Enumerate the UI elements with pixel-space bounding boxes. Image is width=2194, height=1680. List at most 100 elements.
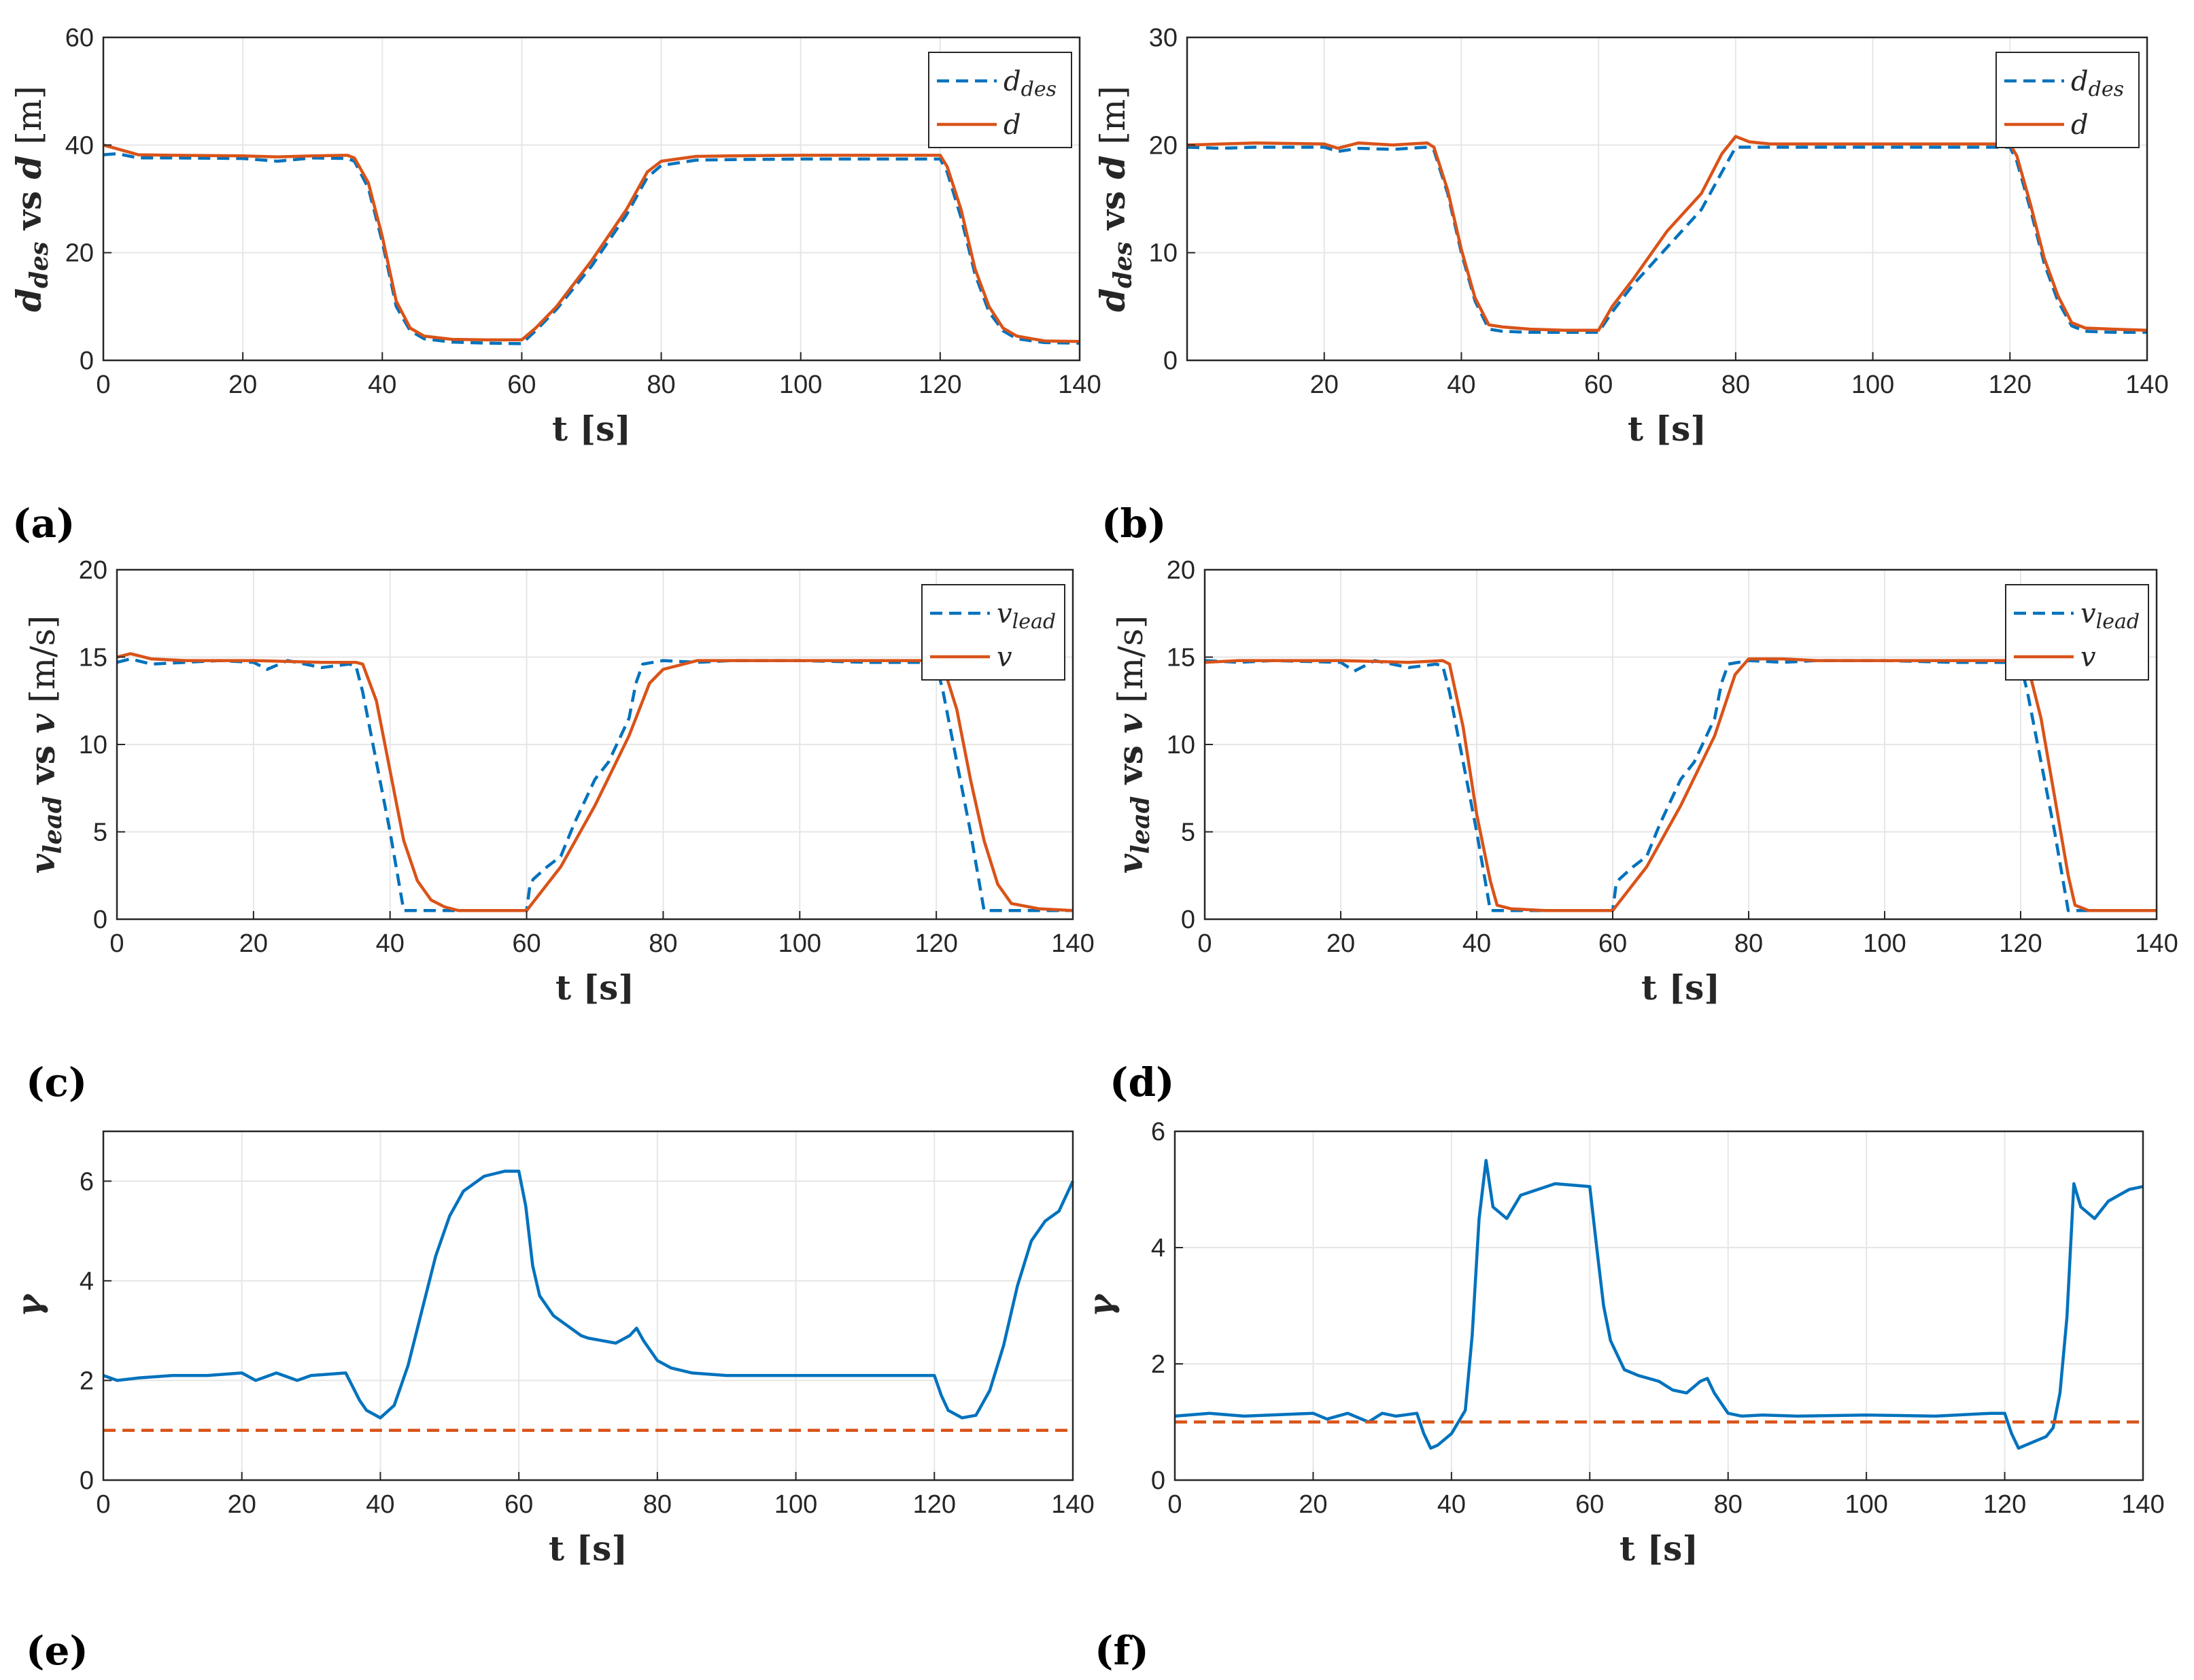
series-line-d-des: [103, 152, 1080, 345]
panel-b: 20 40 60 80 100 120 140 0 10 20 30 t [s] ddes vs d […: [1093, 24, 2169, 547]
x-axis-label: t [s]: [1628, 409, 1707, 449]
x-tick-label: 0: [1197, 929, 1212, 958]
series-line-d: [1186, 135, 2148, 332]
x-tick-label: 120: [1999, 929, 2042, 958]
y-tick-label: 4: [80, 1267, 94, 1296]
y-tick-label: 6: [1151, 1118, 1165, 1146]
panel-f: 0 20 40 60 80 100 120 140 0 2 4 6 t [s] γ (f): [1080, 1118, 2165, 1674]
x-tick-label: 60: [507, 371, 536, 399]
legend-box: [928, 52, 1072, 148]
x-tick-label: 0: [96, 371, 110, 399]
x-tick-label: 100: [1851, 371, 1894, 399]
series-line-v: [116, 652, 1074, 912]
legend: ddes d: [1995, 52, 2140, 148]
x-tick-label: 20: [228, 1490, 256, 1519]
y-axis-label: vlead vs v [m/s]: [1110, 615, 1155, 874]
y-tick-label: 10: [79, 731, 107, 759]
y-tick-label: 15: [79, 644, 107, 672]
series-line-gamma: [1174, 1159, 2144, 1450]
legend-label-d: d: [2071, 109, 2089, 141]
x-tick-label: 40: [1462, 929, 1491, 958]
plot-area: [1175, 1131, 2143, 1480]
y-tick-label: 0: [80, 1467, 94, 1495]
x-tick-label: 120: [919, 371, 961, 399]
panel-label-c: (c): [26, 1059, 87, 1105]
x-tick-label: 100: [1863, 929, 1906, 958]
x-axis-label: t [s]: [1641, 967, 1720, 1008]
legend-label-d-des: ddes: [2071, 66, 2124, 101]
panel-label-a: (a): [12, 500, 75, 547]
panel-label-b: (b): [1101, 500, 1166, 547]
x-tick-label: 120: [1983, 1490, 2026, 1519]
y-tick-label: 10: [1149, 239, 1178, 268]
legend-label-v: v: [997, 642, 1012, 673]
y-axis-label: ddes vs d [m]: [9, 86, 54, 312]
x-tick-label: 40: [1437, 1490, 1466, 1519]
x-tick-label: 100: [779, 371, 822, 399]
x-tick-label: 60: [504, 1490, 533, 1519]
x-axis-label: t [s]: [1619, 1528, 1698, 1568]
x-tick-label: 140: [1051, 929, 1094, 958]
x-tick-label: 60: [1584, 371, 1613, 399]
panel-e: 0 20 40 60 80 100 120 140 0 2 4 6 t [s] γ (e): [9, 1130, 1095, 1674]
y-tick-label: 0: [1151, 1467, 1165, 1495]
x-tick-label: 120: [1989, 371, 2032, 399]
x-tick-label: 80: [1714, 1490, 1743, 1519]
y-tick-label: 6: [80, 1167, 94, 1196]
y-tick-label: 20: [1149, 131, 1178, 160]
x-tick-label: 0: [109, 929, 124, 958]
legend: ddes d: [928, 52, 1072, 148]
y-tick-label: 60: [65, 24, 94, 52]
plot-area: [103, 37, 1080, 360]
x-tick-label: 20: [1299, 1490, 1327, 1519]
x-tick-label: 80: [1734, 929, 1763, 958]
x-tick-label: 140: [2135, 929, 2178, 958]
x-tick-label: 20: [228, 371, 257, 399]
y-tick-label: 2: [1151, 1350, 1165, 1379]
y-axis-label: vlead vs v [m/s]: [22, 615, 67, 874]
panel-label-f: (f): [1095, 1628, 1149, 1674]
x-tick-label: 120: [913, 1490, 956, 1519]
x-tick-label: 140: [1058, 371, 1101, 399]
y-tick-label: 20: [1167, 556, 1195, 585]
x-axis-label: t [s]: [549, 1528, 628, 1568]
y-tick-label: 20: [79, 556, 107, 585]
x-tick-label: 20: [1310, 371, 1339, 399]
x-tick-label: 0: [96, 1490, 110, 1519]
y-tick-label: 30: [1149, 24, 1178, 52]
y-tick-label: 15: [1167, 644, 1195, 672]
legend: vlead v: [2005, 584, 2149, 681]
x-tick-label: 140: [2125, 371, 2168, 399]
y-tick-label: 0: [1163, 347, 1178, 375]
y-tick-label: 0: [1181, 906, 1195, 934]
legend-box: [1995, 52, 2140, 148]
panel-d: 0 20 40 60 80 100 120 140 0 5 10 15 20 t [s] vlead vs …: [1110, 556, 2178, 1105]
axes-frame: [1186, 36, 2148, 362]
x-tick-label: 40: [376, 929, 405, 958]
y-tick-label: 5: [93, 819, 107, 847]
legend: vlead v: [921, 584, 1065, 681]
plot-area: [1187, 37, 2147, 360]
y-tick-label: 20: [65, 239, 94, 268]
y-tick-label: 2: [80, 1367, 94, 1395]
x-tick-label: 80: [1721, 371, 1750, 399]
y-axis-label: ddes vs d [m]: [1093, 86, 1137, 312]
axes-frame: [1173, 1130, 2144, 1481]
series-line-v: [1204, 657, 2157, 912]
x-tick-label: 140: [1051, 1490, 1094, 1519]
x-tick-label: 0: [1167, 1490, 1182, 1519]
series-line-gamma: [103, 1169, 1075, 1420]
x-tick-label: 60: [512, 929, 541, 958]
x-tick-label: 20: [239, 929, 268, 958]
x-tick-label: 100: [1845, 1490, 1887, 1519]
y-axis-label: γ: [1080, 1293, 1120, 1317]
y-tick-label: 10: [1167, 731, 1195, 759]
legend-label-d: d: [1004, 109, 1021, 141]
y-tick-label: 0: [93, 906, 107, 934]
series-line-d: [103, 143, 1080, 343]
y-axis-label: γ: [9, 1293, 49, 1317]
x-tick-label: 40: [1447, 371, 1475, 399]
x-tick-label: 120: [914, 929, 957, 958]
plot-area: [103, 1131, 1073, 1480]
